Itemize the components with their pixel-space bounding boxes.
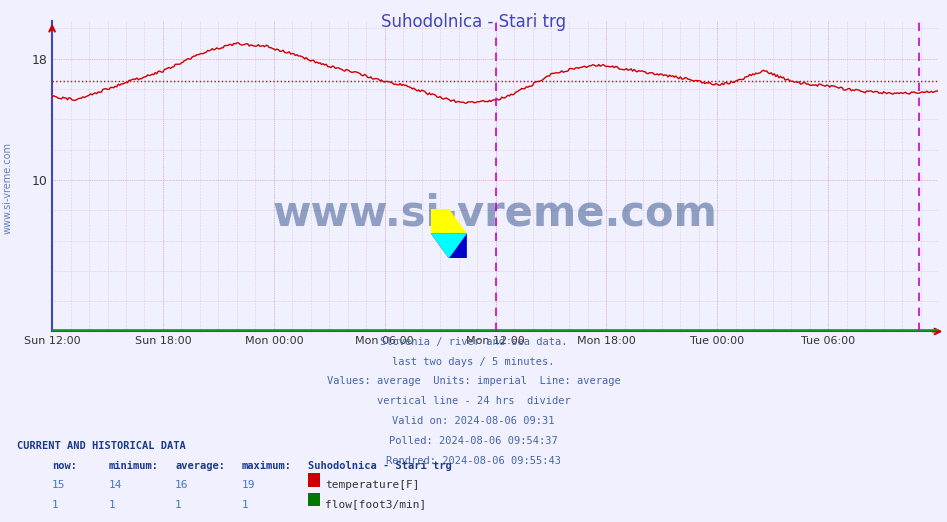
Text: www.si-vreme.com: www.si-vreme.com xyxy=(3,142,12,234)
Text: Valid on: 2024-08-06 09:31: Valid on: 2024-08-06 09:31 xyxy=(392,416,555,426)
Polygon shape xyxy=(431,209,467,234)
Text: 16: 16 xyxy=(175,480,188,490)
Text: last two days / 5 minutes.: last two days / 5 minutes. xyxy=(392,357,555,366)
Text: Suhodolnica - Stari trg: Suhodolnica - Stari trg xyxy=(308,461,452,471)
Text: 1: 1 xyxy=(241,500,248,509)
Text: 1: 1 xyxy=(109,500,116,509)
Text: Polled: 2024-08-06 09:54:37: Polled: 2024-08-06 09:54:37 xyxy=(389,436,558,446)
Text: www.si-vreme.com: www.si-vreme.com xyxy=(273,193,717,234)
Text: 1: 1 xyxy=(52,500,59,509)
Polygon shape xyxy=(431,234,467,258)
Text: 1: 1 xyxy=(175,500,182,509)
Text: Slovenia / river and sea data.: Slovenia / river and sea data. xyxy=(380,337,567,347)
Text: 14: 14 xyxy=(109,480,122,490)
Text: Values: average  Units: imperial  Line: average: Values: average Units: imperial Line: av… xyxy=(327,376,620,386)
Text: CURRENT AND HISTORICAL DATA: CURRENT AND HISTORICAL DATA xyxy=(17,441,186,451)
Text: Suhodolnica - Stari trg: Suhodolnica - Stari trg xyxy=(381,13,566,31)
Text: 19: 19 xyxy=(241,480,255,490)
Text: minimum:: minimum: xyxy=(109,461,159,471)
Text: now:: now: xyxy=(52,461,77,471)
Text: 15: 15 xyxy=(52,480,65,490)
Polygon shape xyxy=(431,234,467,258)
Text: temperature[F]: temperature[F] xyxy=(325,480,420,490)
Text: flow[foot3/min]: flow[foot3/min] xyxy=(325,500,426,509)
Text: Rendred: 2024-08-06 09:55:43: Rendred: 2024-08-06 09:55:43 xyxy=(386,456,561,466)
Text: maximum:: maximum: xyxy=(241,461,292,471)
Text: vertical line - 24 hrs  divider: vertical line - 24 hrs divider xyxy=(377,396,570,406)
Text: average:: average: xyxy=(175,461,225,471)
